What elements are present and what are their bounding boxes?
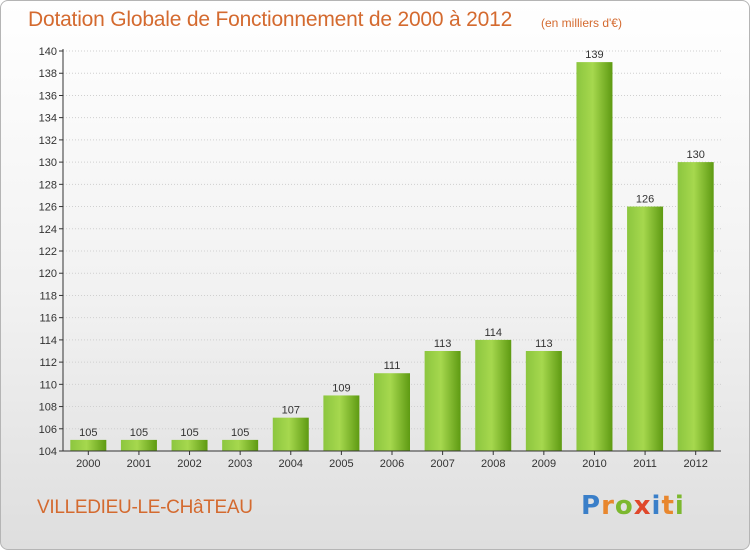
x-tick-label: 2002 [177, 458, 201, 470]
logo-letter: t [661, 491, 675, 521]
bar-2008 [475, 339, 512, 451]
bar-value-label: 113 [434, 338, 452, 350]
bar-value-label: 105 [79, 427, 97, 439]
logo-letter: P [581, 491, 602, 521]
y-tick-label: 106 [39, 424, 57, 436]
bar-2009 [525, 351, 562, 451]
commune-name: VILLEDIEU-LE-CHâTEAU [37, 497, 253, 518]
bars: 105 105 105 105 107 109 111 113 114 113 139 126 130 [70, 49, 714, 451]
y-tick-label: 108 [39, 402, 57, 414]
bar-value-label: 107 [282, 405, 300, 417]
y-tick-label: 128 [39, 179, 57, 191]
y-tick-label: 126 [39, 202, 57, 214]
y-tick-label: 118 [39, 290, 57, 302]
bar-2011 [627, 206, 664, 451]
x-tick-label: 2007 [430, 458, 454, 470]
x-tick-label: 2010 [582, 458, 606, 470]
x-tick-label: 2008 [481, 458, 505, 470]
bar-2003 [222, 439, 259, 451]
bar-2012 [677, 162, 714, 451]
x-tick-label: 2001 [127, 458, 151, 470]
bar-2006 [374, 373, 410, 451]
axes: 104 106 108 110 112 114 116 118 120 122 124 126 128 1… [39, 46, 721, 470]
logo-letter: x [633, 491, 652, 521]
y-tick-label: 138 [39, 68, 57, 80]
y-tick-label: 116 [39, 313, 57, 325]
bar-value-label: 105 [130, 427, 148, 439]
bar-value-label: 105 [180, 427, 198, 439]
logo-letter: r [601, 491, 615, 521]
logo-letter: i [674, 491, 685, 521]
x-tick-label: 2012 [683, 458, 707, 470]
y-tick-label: 110 [39, 379, 57, 391]
chart-title: Dotation Globale de Fonctionnement de 20… [28, 8, 513, 31]
x-tick-label: 2009 [532, 458, 556, 470]
logo-letter: o [614, 491, 634, 521]
x-tick-label: 2003 [228, 458, 252, 470]
bar-value-label: 126 [636, 194, 654, 206]
bar-2007 [424, 351, 461, 451]
y-tick-label: 140 [39, 46, 57, 58]
bar-value-label: 111 [384, 360, 401, 372]
bar-value-label: 113 [535, 338, 553, 350]
bar-value-label: 105 [231, 427, 249, 439]
x-tick-label: 2006 [380, 458, 404, 470]
bar-2002 [171, 439, 208, 451]
bar-value-label: 114 [484, 327, 502, 339]
bar-2000 [70, 439, 107, 451]
x-tick-label: 2005 [329, 458, 353, 470]
y-tick-label: 104 [39, 446, 57, 458]
logo-letter: i [651, 491, 662, 521]
bar-value-label: 130 [687, 149, 705, 161]
x-tick-label: 2011 [633, 458, 657, 470]
y-tick-label: 112 [39, 357, 57, 369]
bar-2001 [120, 439, 157, 451]
y-tick-label: 124 [39, 224, 57, 236]
y-tick-label: 136 [39, 90, 57, 102]
bar-value-label: 109 [332, 382, 350, 394]
bar-2004 [272, 417, 309, 451]
y-tick-label: 120 [39, 268, 57, 280]
y-tick-label: 122 [39, 246, 57, 258]
x-tick-label: 2000 [76, 458, 100, 470]
bar-value-label: 139 [585, 49, 603, 61]
chart-subtitle: (en milliers d'€) [541, 16, 622, 30]
y-tick-label: 134 [39, 113, 57, 125]
y-tick-label: 114 [39, 335, 57, 347]
bar-2005 [323, 395, 360, 451]
x-tick-label: 2004 [279, 458, 303, 470]
y-tick-label: 130 [39, 157, 57, 169]
bar-2010 [576, 62, 613, 451]
y-tick-label: 132 [39, 135, 57, 147]
proxiti-logo: Proxiti [581, 491, 685, 521]
